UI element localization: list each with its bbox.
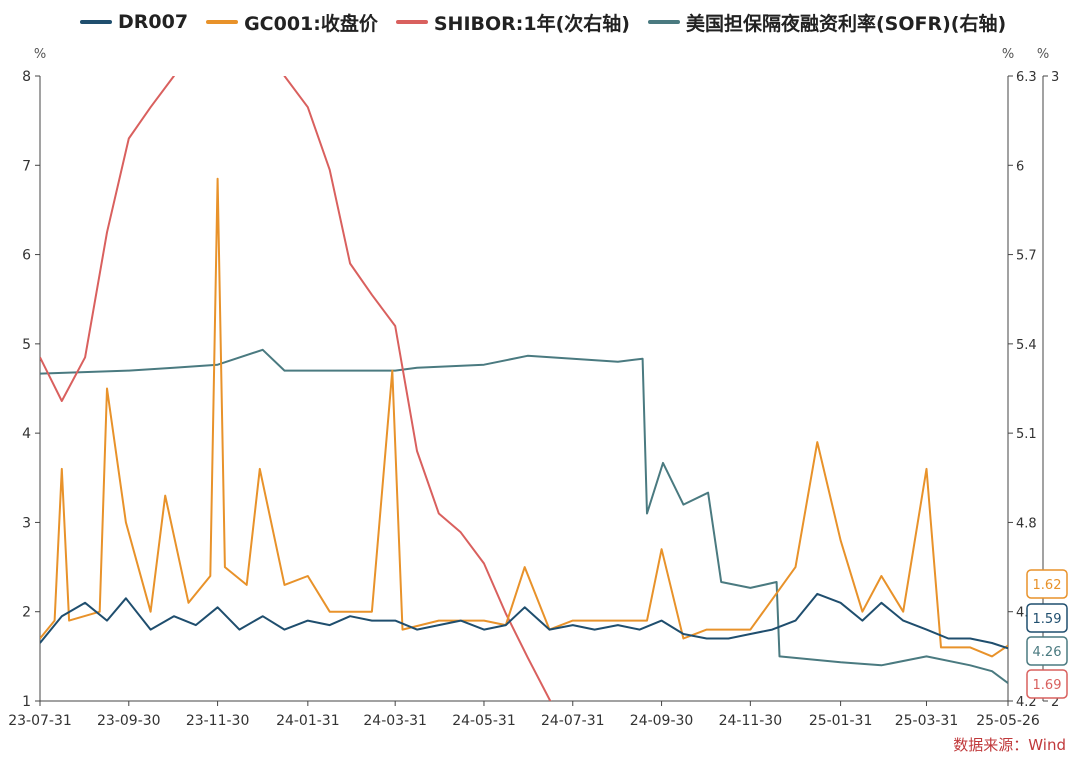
right-axis-tick-label: 6 — [1016, 159, 1024, 174]
x-axis-tick-label: 23-07-31 — [8, 713, 72, 729]
series-line-shibor — [40, 76, 552, 701]
x-axis-tick-label: 24-07-31 — [541, 713, 605, 729]
end-label-dr007: 1.59 — [1033, 612, 1062, 627]
legend-item-gc001: GC001:收盘价 — [206, 9, 378, 36]
series-line-sofr — [40, 348, 1008, 684]
x-axis-tick-label: 25-01-31 — [809, 713, 873, 729]
left-axis-tick-label: 2 — [22, 605, 31, 621]
legend-label-shibor: SHIBOR:1年(次右轴) — [433, 12, 630, 35]
series-line-dr007 — [40, 592, 1008, 650]
legend-swatch-shibor — [395, 20, 428, 24]
left-axis-tick-label: 3 — [22, 515, 31, 531]
left-axis-tick-label: 1 — [22, 694, 31, 710]
end-label-dr007-box — [1026, 603, 1068, 633]
end-label-sofr-box — [1026, 636, 1068, 666]
legend-label-gc001: GC001:收盘价 — [244, 12, 378, 35]
right-axis-tick-label: 6.3 — [1016, 70, 1037, 85]
data-source-note: 数据来源：Wind — [953, 736, 1066, 754]
right-axis-tick-label: 4.8 — [1016, 516, 1037, 531]
legend-swatch-gc001 — [206, 20, 239, 24]
x-axis-tick-label: 24-01-31 — [276, 713, 340, 729]
left-axis-unit: % — [34, 47, 46, 62]
series-line-gc001 — [40, 177, 1008, 658]
left-axis-tick-label: 6 — [22, 248, 31, 264]
left-axis-tick-label: 7 — [22, 158, 31, 174]
x-axis-tick-label: 24-11-30 — [719, 713, 783, 729]
right-axis-tick-label: 5.7 — [1016, 249, 1037, 264]
legend-swatch-sofr — [647, 20, 680, 24]
end-label-shibor: 1.69 — [1033, 678, 1062, 693]
secondary-right-axis-tick-label: 3 — [1051, 70, 1059, 85]
legend-item-dr007: DR007 — [80, 11, 188, 33]
legend-label-dr007: DR007 — [118, 11, 189, 33]
x-axis-tick-label: 24-05-31 — [452, 713, 516, 729]
left-axis-tick-label: 5 — [22, 337, 31, 353]
right-axis-tick-label: 5.4 — [1016, 338, 1037, 353]
x-axis-tick-label: 24-03-31 — [363, 713, 427, 729]
left-axis-tick-label: 8 — [22, 69, 31, 85]
x-axis-tick-label: 23-11-30 — [186, 713, 250, 729]
legend-item-shibor: SHIBOR:1年(次右轴) — [395, 9, 630, 36]
end-label-gc001-box — [1026, 569, 1068, 599]
right-axis-tick-label: 5.1 — [1016, 427, 1037, 442]
left-axis-tick-label: 4 — [22, 426, 31, 442]
right-axis-unit: % — [1002, 47, 1014, 62]
end-label-gc001: 1.62 — [1033, 578, 1062, 593]
end-label-sofr: 4.26 — [1033, 645, 1062, 660]
x-axis-tick-label: 24-09-30 — [630, 713, 694, 729]
x-axis-tick-label: 23-09-30 — [97, 713, 161, 729]
secondary-right-axis-tick-label: 2 — [1051, 695, 1059, 710]
chart-legend: DR007 GC001:收盘价 SHIBOR:1年(次右轴) 美国担保隔夜融资利… — [80, 8, 1006, 36]
end-label-shibor-box — [1026, 669, 1068, 699]
legend-swatch-dr007 — [80, 20, 112, 24]
legend-label-sofr: 美国担保隔夜融资利率(SOFR)(右轴) — [685, 12, 1007, 35]
legend-item-sofr: 美国担保隔夜融资利率(SOFR)(右轴) — [647, 9, 1007, 36]
secondary-right-axis-unit: % — [1037, 47, 1049, 62]
x-axis-tick-label: 25-03-31 — [895, 713, 959, 729]
x-axis-tick-label: 25-05-26 — [976, 713, 1040, 729]
